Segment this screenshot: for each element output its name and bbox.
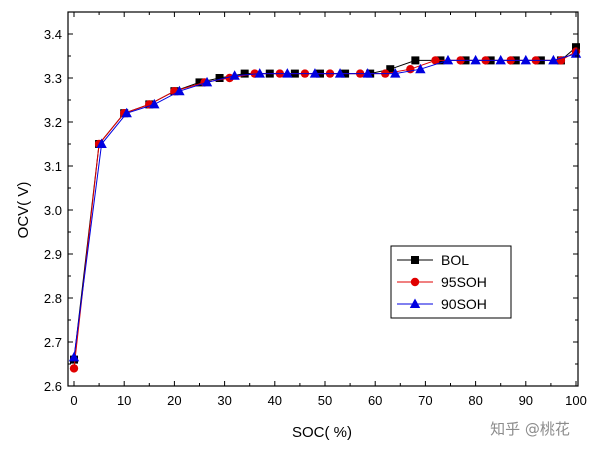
legend-item-95soh: 95SOH [397,274,487,290]
legend-label-bol: BOL [441,252,469,268]
data-point-90soh [390,68,401,78]
legend-label-95soh: 95SOH [441,274,487,290]
series-90soh [68,48,582,362]
y-axis-title: OCV( V) [15,182,32,239]
x-tick-label: 0 [70,393,77,408]
data-point-bol [215,74,224,82]
y-tick-label: 3.2 [44,115,62,130]
x-tick-label: 10 [117,393,131,408]
y-tick-label: 2.6 [44,379,62,394]
data-point-95soh [69,364,79,373]
data-point-90soh [309,68,321,78]
data-point-90soh [201,76,213,87]
data-point-90soh [229,70,240,80]
series-line-90soh [73,53,577,358]
data-point-90soh [96,138,107,148]
data-point-bol [386,65,395,74]
y-tick-label: 3.4 [44,27,62,42]
watermark-text: 知乎 @桃花 [490,420,570,438]
x-tick-label: 50 [318,393,332,408]
x-tick-label: 60 [368,393,382,408]
x-axis-title: SOC( %) [292,424,352,441]
x-tick-label: 70 [418,393,432,408]
x-tick-label: 90 [519,393,533,408]
data-point-90soh [334,68,346,78]
series-layer [68,43,582,373]
data-point-90soh [254,68,265,78]
data-point-90soh [548,54,559,65]
legend-marker-bol [411,256,419,264]
y-tick-label: 3.1 [44,159,62,174]
data-point-90soh [362,68,373,78]
data-point-90soh [121,107,132,118]
data-point-90soh [520,54,531,65]
series-95soh [69,47,581,373]
x-tick-label: 20 [167,393,181,408]
x-tick-label: 30 [217,393,231,408]
y-tick-label: 2.8 [44,291,62,306]
data-point-bol [195,78,204,87]
data-point-90soh [68,351,80,362]
series-line-95soh [73,51,577,369]
y-tick-label: 3.0 [44,203,62,218]
legend-marker-95soh [410,277,420,287]
data-point-90soh [495,54,506,65]
legend-item-90soh: 90SOH [397,296,487,312]
x-tick-label: 100 [565,393,587,408]
data-point-90soh [442,54,454,65]
y-tick-label: 2.7 [44,335,62,350]
legend-marker-90soh [409,298,421,308]
data-point-bol [411,56,420,65]
y-tick-label: 3.3 [44,71,62,86]
data-point-90soh [415,63,426,74]
data-point-95soh [431,56,440,65]
data-point-bol [572,43,580,52]
data-point-95soh [406,65,415,74]
plot-frame [67,11,579,387]
legend-item-bol: BOL [397,252,469,268]
data-point-90soh [282,68,293,78]
x-tick-label: 40 [268,393,282,408]
plot-border [67,11,579,387]
x-tick-label: 80 [468,393,482,408]
data-point-bol [240,69,249,78]
axis-ticks: 0 10 20 30 40 50 60 70 80 90 100 2.6 2.7 2.8 2.9 3.0 3.1… [44,11,587,408]
data-point-90soh [470,54,481,65]
legend-label-90soh: 90SOH [441,296,487,312]
data-point-90soh [149,98,160,109]
data-point-90soh [174,85,185,96]
y-tick-label: 2.9 [44,247,62,262]
legend: BOL 95SOH 90SOH [390,245,512,319]
